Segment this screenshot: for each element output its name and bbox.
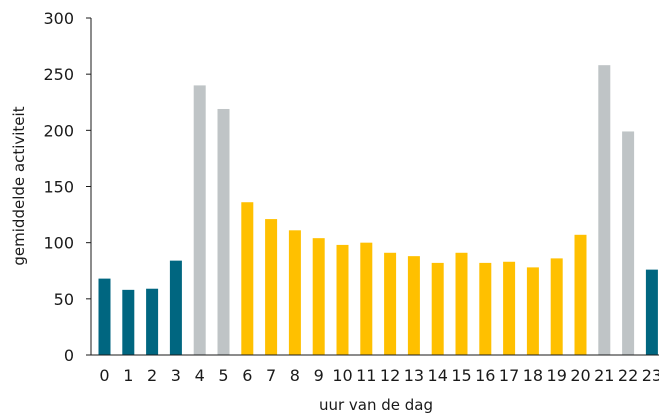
x-axis: 0 1 2 3 4 5 6 7 8 9 10 11 12 13 14 15 16 17 18 19 20 21 22 23 [91, 354, 659, 385]
x-tick-label: 5 [218, 366, 228, 385]
bar-hour-6 [241, 202, 254, 355]
bar-hour-3 [169, 260, 182, 355]
y-tick-label: 0 [64, 346, 74, 365]
y-tick-label: 50 [54, 290, 74, 309]
bar-hour-12 [384, 252, 397, 355]
bar-hour-7 [265, 219, 278, 355]
bar-hour-10 [336, 244, 349, 355]
x-tick-label: 1 [123, 366, 133, 385]
bar-hour-19 [550, 258, 563, 355]
x-tick-label: 2 [147, 366, 157, 385]
y-tick-label: 100 [43, 234, 74, 253]
y-tick-label: 300 [43, 9, 74, 28]
bar-hour-17 [503, 261, 516, 355]
x-tick-label: 15 [451, 366, 471, 385]
x-tick-label: 8 [290, 366, 300, 385]
x-tick-label: 3 [171, 366, 181, 385]
bar-hour-20 [574, 234, 587, 355]
bar-hour-11 [360, 242, 373, 355]
x-tick-label: 4 [195, 366, 205, 385]
y-tick-label: 150 [43, 178, 74, 197]
bar-hour-22 [622, 131, 635, 355]
x-tick-label: 19 [547, 366, 567, 385]
bar-hour-13 [407, 256, 420, 355]
bar-hour-8 [288, 230, 301, 355]
x-tick-label: 7 [266, 366, 276, 385]
x-tick-label: 14 [428, 366, 448, 385]
y-axis: 0 50 100 150 200 250 300 [43, 9, 92, 365]
x-tick-label: 21 [594, 366, 614, 385]
x-axis-title: uur van de dag [319, 396, 433, 414]
y-axis-title: gemiddelde activiteit [10, 106, 28, 265]
bar-hour-2 [146, 288, 159, 355]
x-tick-label: 20 [570, 366, 590, 385]
bar-hour-1 [122, 289, 135, 355]
x-tick-label: 6 [242, 366, 252, 385]
x-tick-label: 13 [404, 366, 424, 385]
x-tick-label: 0 [99, 366, 109, 385]
bar-hour-14 [431, 262, 444, 355]
y-tick-label: 250 [43, 65, 74, 84]
bar-hour-21 [598, 65, 611, 356]
x-tick-label: 17 [499, 366, 519, 385]
bar-hour-16 [479, 262, 492, 355]
y-tick-label: 200 [43, 121, 74, 140]
bar-hour-5 [217, 108, 230, 356]
x-tick-label: 23 [642, 366, 659, 385]
bars-group [98, 65, 658, 356]
bar-hour-15 [455, 252, 468, 355]
x-tick-label: 16 [475, 366, 495, 385]
x-tick-label: 22 [618, 366, 638, 385]
x-tick-label: 12 [380, 366, 400, 385]
x-tick-label: 11 [356, 366, 376, 385]
x-tick-label: 9 [314, 366, 324, 385]
bar-hour-18 [526, 267, 539, 355]
x-tick-label: 18 [523, 366, 543, 385]
bar-hour-0 [98, 278, 111, 355]
bar-hour-4 [193, 85, 206, 356]
x-tick-label: 10 [332, 366, 352, 385]
bar-hour-9 [312, 238, 325, 355]
bar-hour-23 [645, 269, 658, 355]
